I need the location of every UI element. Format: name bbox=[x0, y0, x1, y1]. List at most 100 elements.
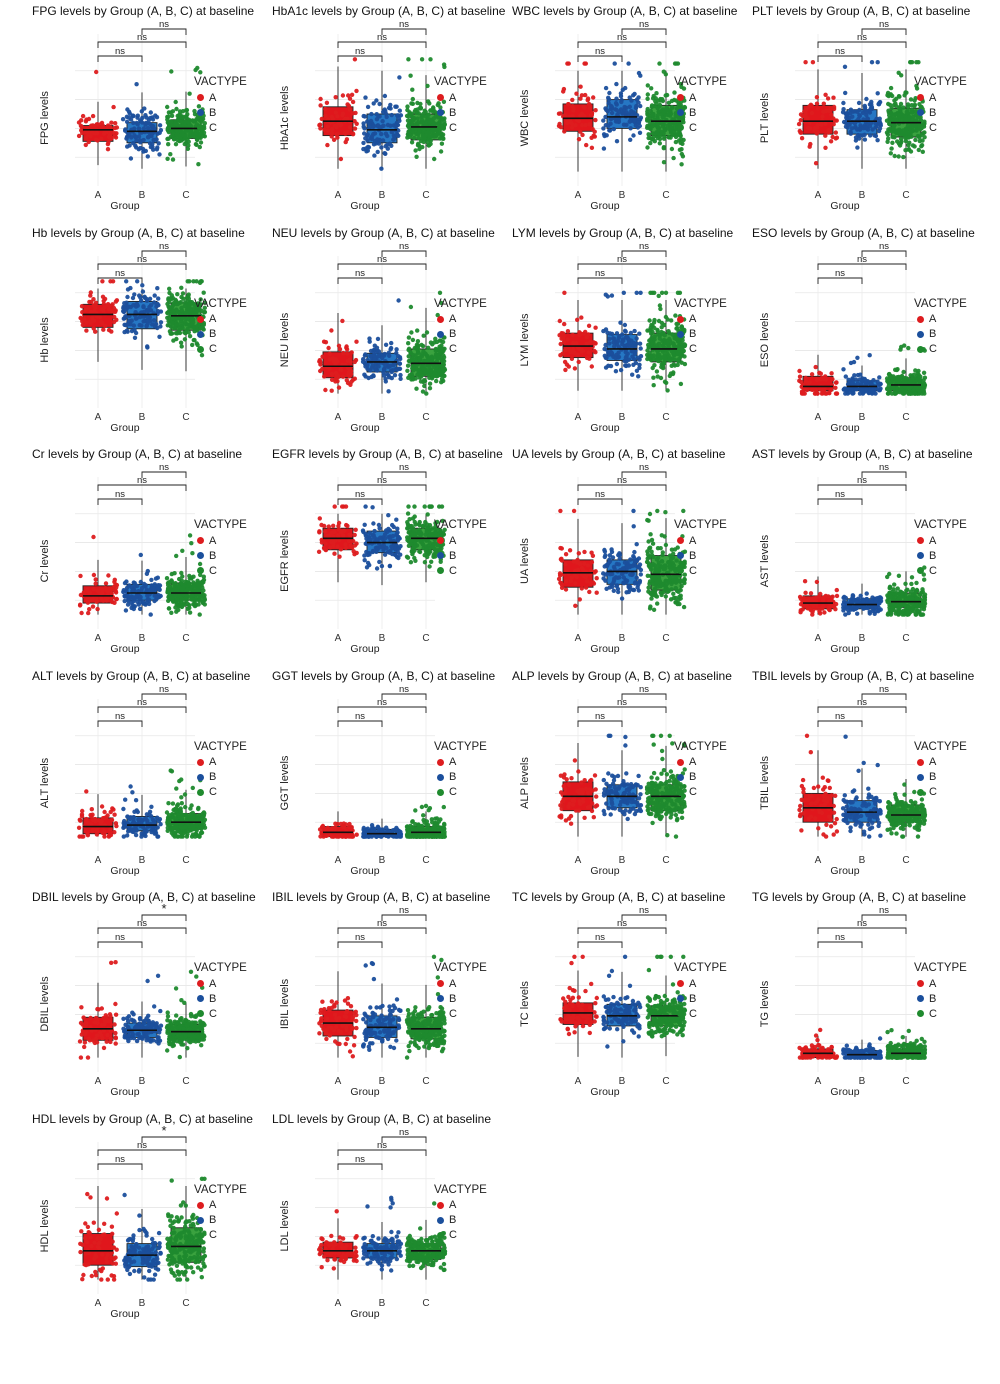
data-point-B bbox=[637, 580, 642, 585]
data-point-C bbox=[890, 375, 895, 381]
data-point-B bbox=[139, 309, 144, 315]
data-point-C bbox=[200, 580, 205, 586]
data-point-C bbox=[406, 340, 411, 345]
data-point-C bbox=[682, 572, 687, 577]
data-point-A bbox=[337, 346, 343, 351]
data-point-C bbox=[177, 136, 183, 141]
data-point-C bbox=[165, 310, 170, 315]
data-point-A bbox=[86, 139, 91, 145]
data-point-A bbox=[91, 325, 96, 331]
data-point-C bbox=[421, 111, 426, 117]
data-point-B bbox=[375, 149, 380, 155]
data-point-A bbox=[78, 602, 83, 607]
data-point-A bbox=[594, 576, 599, 581]
data-point-B bbox=[386, 350, 391, 355]
data-point-C bbox=[412, 135, 417, 141]
data-point-A bbox=[593, 349, 598, 354]
data-point-A bbox=[831, 122, 836, 127]
data-point-B bbox=[609, 292, 615, 298]
data-point-B bbox=[361, 113, 366, 119]
data-point-C bbox=[677, 290, 683, 295]
data-point-C bbox=[182, 336, 188, 341]
data-point-C bbox=[670, 340, 676, 345]
significance-label: ns bbox=[159, 19, 169, 30]
data-point-C bbox=[174, 306, 179, 312]
data-point-A bbox=[591, 133, 596, 138]
data-point-C bbox=[180, 290, 186, 296]
data-point-B bbox=[126, 597, 131, 602]
data-point-C bbox=[171, 581, 177, 587]
legend: VACTYPE A B C bbox=[434, 519, 498, 578]
data-point-C bbox=[888, 85, 894, 91]
data-point-B bbox=[843, 373, 848, 379]
data-point-A bbox=[819, 390, 825, 396]
data-point-C bbox=[425, 112, 430, 118]
data-point-A bbox=[823, 145, 828, 150]
data-point-B bbox=[609, 350, 615, 355]
data-point-B bbox=[397, 108, 402, 113]
data-point-B bbox=[868, 133, 873, 138]
data-point-A bbox=[354, 550, 359, 556]
data-point-B bbox=[134, 594, 139, 599]
data-point-C bbox=[178, 112, 183, 118]
data-point-C bbox=[196, 104, 202, 109]
data-point-B bbox=[379, 145, 384, 150]
data-point-B bbox=[621, 122, 627, 127]
significance-bracket bbox=[97, 41, 187, 48]
x-tick-label: A bbox=[814, 411, 822, 423]
data-point-C bbox=[169, 596, 174, 601]
data-point-B bbox=[369, 111, 374, 117]
data-point-B bbox=[863, 125, 869, 130]
data-point-A bbox=[558, 341, 563, 346]
legend-dot-icon bbox=[917, 109, 924, 116]
data-point-B bbox=[131, 606, 136, 612]
data-point-C bbox=[423, 369, 428, 374]
data-point-B bbox=[622, 322, 628, 327]
data-point-A bbox=[333, 110, 338, 115]
data-point-C bbox=[170, 157, 176, 162]
data-point-A bbox=[811, 597, 816, 603]
data-point-B bbox=[370, 505, 375, 510]
data-point-B bbox=[617, 575, 622, 580]
data-point-B bbox=[135, 278, 140, 283]
data-point-B bbox=[605, 330, 610, 335]
data-point-B bbox=[145, 593, 150, 598]
data-point-C bbox=[422, 363, 428, 368]
data-point-C bbox=[409, 549, 414, 554]
data-point-A bbox=[581, 104, 586, 109]
data-point-A bbox=[338, 530, 344, 535]
data-point-A bbox=[332, 504, 337, 509]
data-point-A bbox=[568, 579, 574, 584]
data-point-C bbox=[673, 568, 678, 574]
data-point-A bbox=[99, 136, 104, 141]
data-point-A bbox=[86, 116, 92, 122]
data-point-A bbox=[112, 133, 118, 138]
data-point-A bbox=[829, 112, 834, 118]
data-point-C bbox=[888, 126, 893, 131]
data-point-C bbox=[412, 544, 417, 550]
data-point-C bbox=[668, 135, 673, 140]
data-point-C bbox=[650, 541, 656, 546]
data-point-B bbox=[155, 308, 161, 313]
data-point-C bbox=[662, 322, 667, 327]
data-point-C bbox=[919, 144, 924, 149]
data-point-A bbox=[90, 604, 96, 609]
data-point-C bbox=[427, 101, 432, 106]
data-point-B bbox=[878, 381, 883, 386]
data-point-B bbox=[396, 353, 401, 358]
data-point-B bbox=[122, 598, 127, 604]
data-point-C bbox=[679, 162, 684, 167]
data-point-B bbox=[151, 317, 157, 322]
data-point-C bbox=[405, 555, 411, 560]
data-point-B bbox=[395, 526, 400, 531]
data-point-B bbox=[383, 342, 389, 347]
data-point-C bbox=[409, 140, 415, 145]
data-point-B bbox=[141, 601, 146, 606]
data-point-C bbox=[651, 375, 656, 380]
data-point-C bbox=[655, 373, 660, 379]
data-point-C bbox=[646, 353, 651, 358]
data-point-C bbox=[416, 135, 421, 141]
data-point-C bbox=[185, 278, 190, 283]
